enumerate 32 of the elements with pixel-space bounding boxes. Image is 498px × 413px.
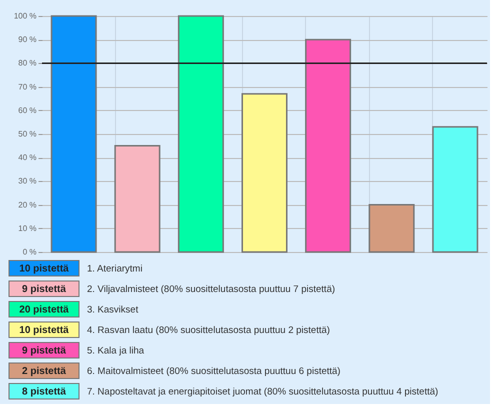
text: 10 pistettä [19,324,70,336]
y-tick-label: 0 % [22,248,36,256]
text: 10 pistettä [19,263,70,274]
text: 4. Rasvan laatu (80% suosittelutasosta puuttuu 2 pistettä) [87,324,330,336]
text: 9 pistettä [22,284,66,295]
text: 9 pistettä [22,345,66,356]
bar [242,93,288,253]
y-tick-label: 30 % [18,176,36,186]
y-tick-label: 20 % [18,200,36,210]
text: 20 pistettä [19,304,70,316]
y-tick-label: 60 % [18,106,36,115]
y-tick-label: 100 % [14,12,36,20]
text: 7. Naposteltavat ja energiapitoiset juomat (80% suosittelutasosta puuttuu 4 pistettä) [87,386,438,398]
bar [114,145,160,253]
bar [50,15,97,253]
text: 5. Kala ja liha [87,345,145,356]
text: 3. Kasvikset [87,304,139,316]
y-tick-label: 50 % [18,130,36,138]
bar [368,204,415,253]
bar [432,126,478,253]
text: 2 pistettä [22,366,66,377]
y-tick-label: 90 % [18,35,36,44]
text: 6. Maitovalmisteet (80% suosittelutasosta puuttuu 6 pistettä) [87,366,340,377]
y-tick-label: 80 % [18,58,36,68]
bar [178,15,224,253]
y-tick-label: 10 % [18,224,36,233]
text: 2. Viljavalmisteet (80% suosittelutasosta puuttuu 7 pistettä) [87,284,336,295]
text: 1. Ateriarytmi [87,263,142,274]
bar [305,38,352,253]
text: 8 pistettä [22,386,66,398]
y-tick-label: 70 % [18,82,36,92]
y-tick-label: 40 % [18,153,36,162]
